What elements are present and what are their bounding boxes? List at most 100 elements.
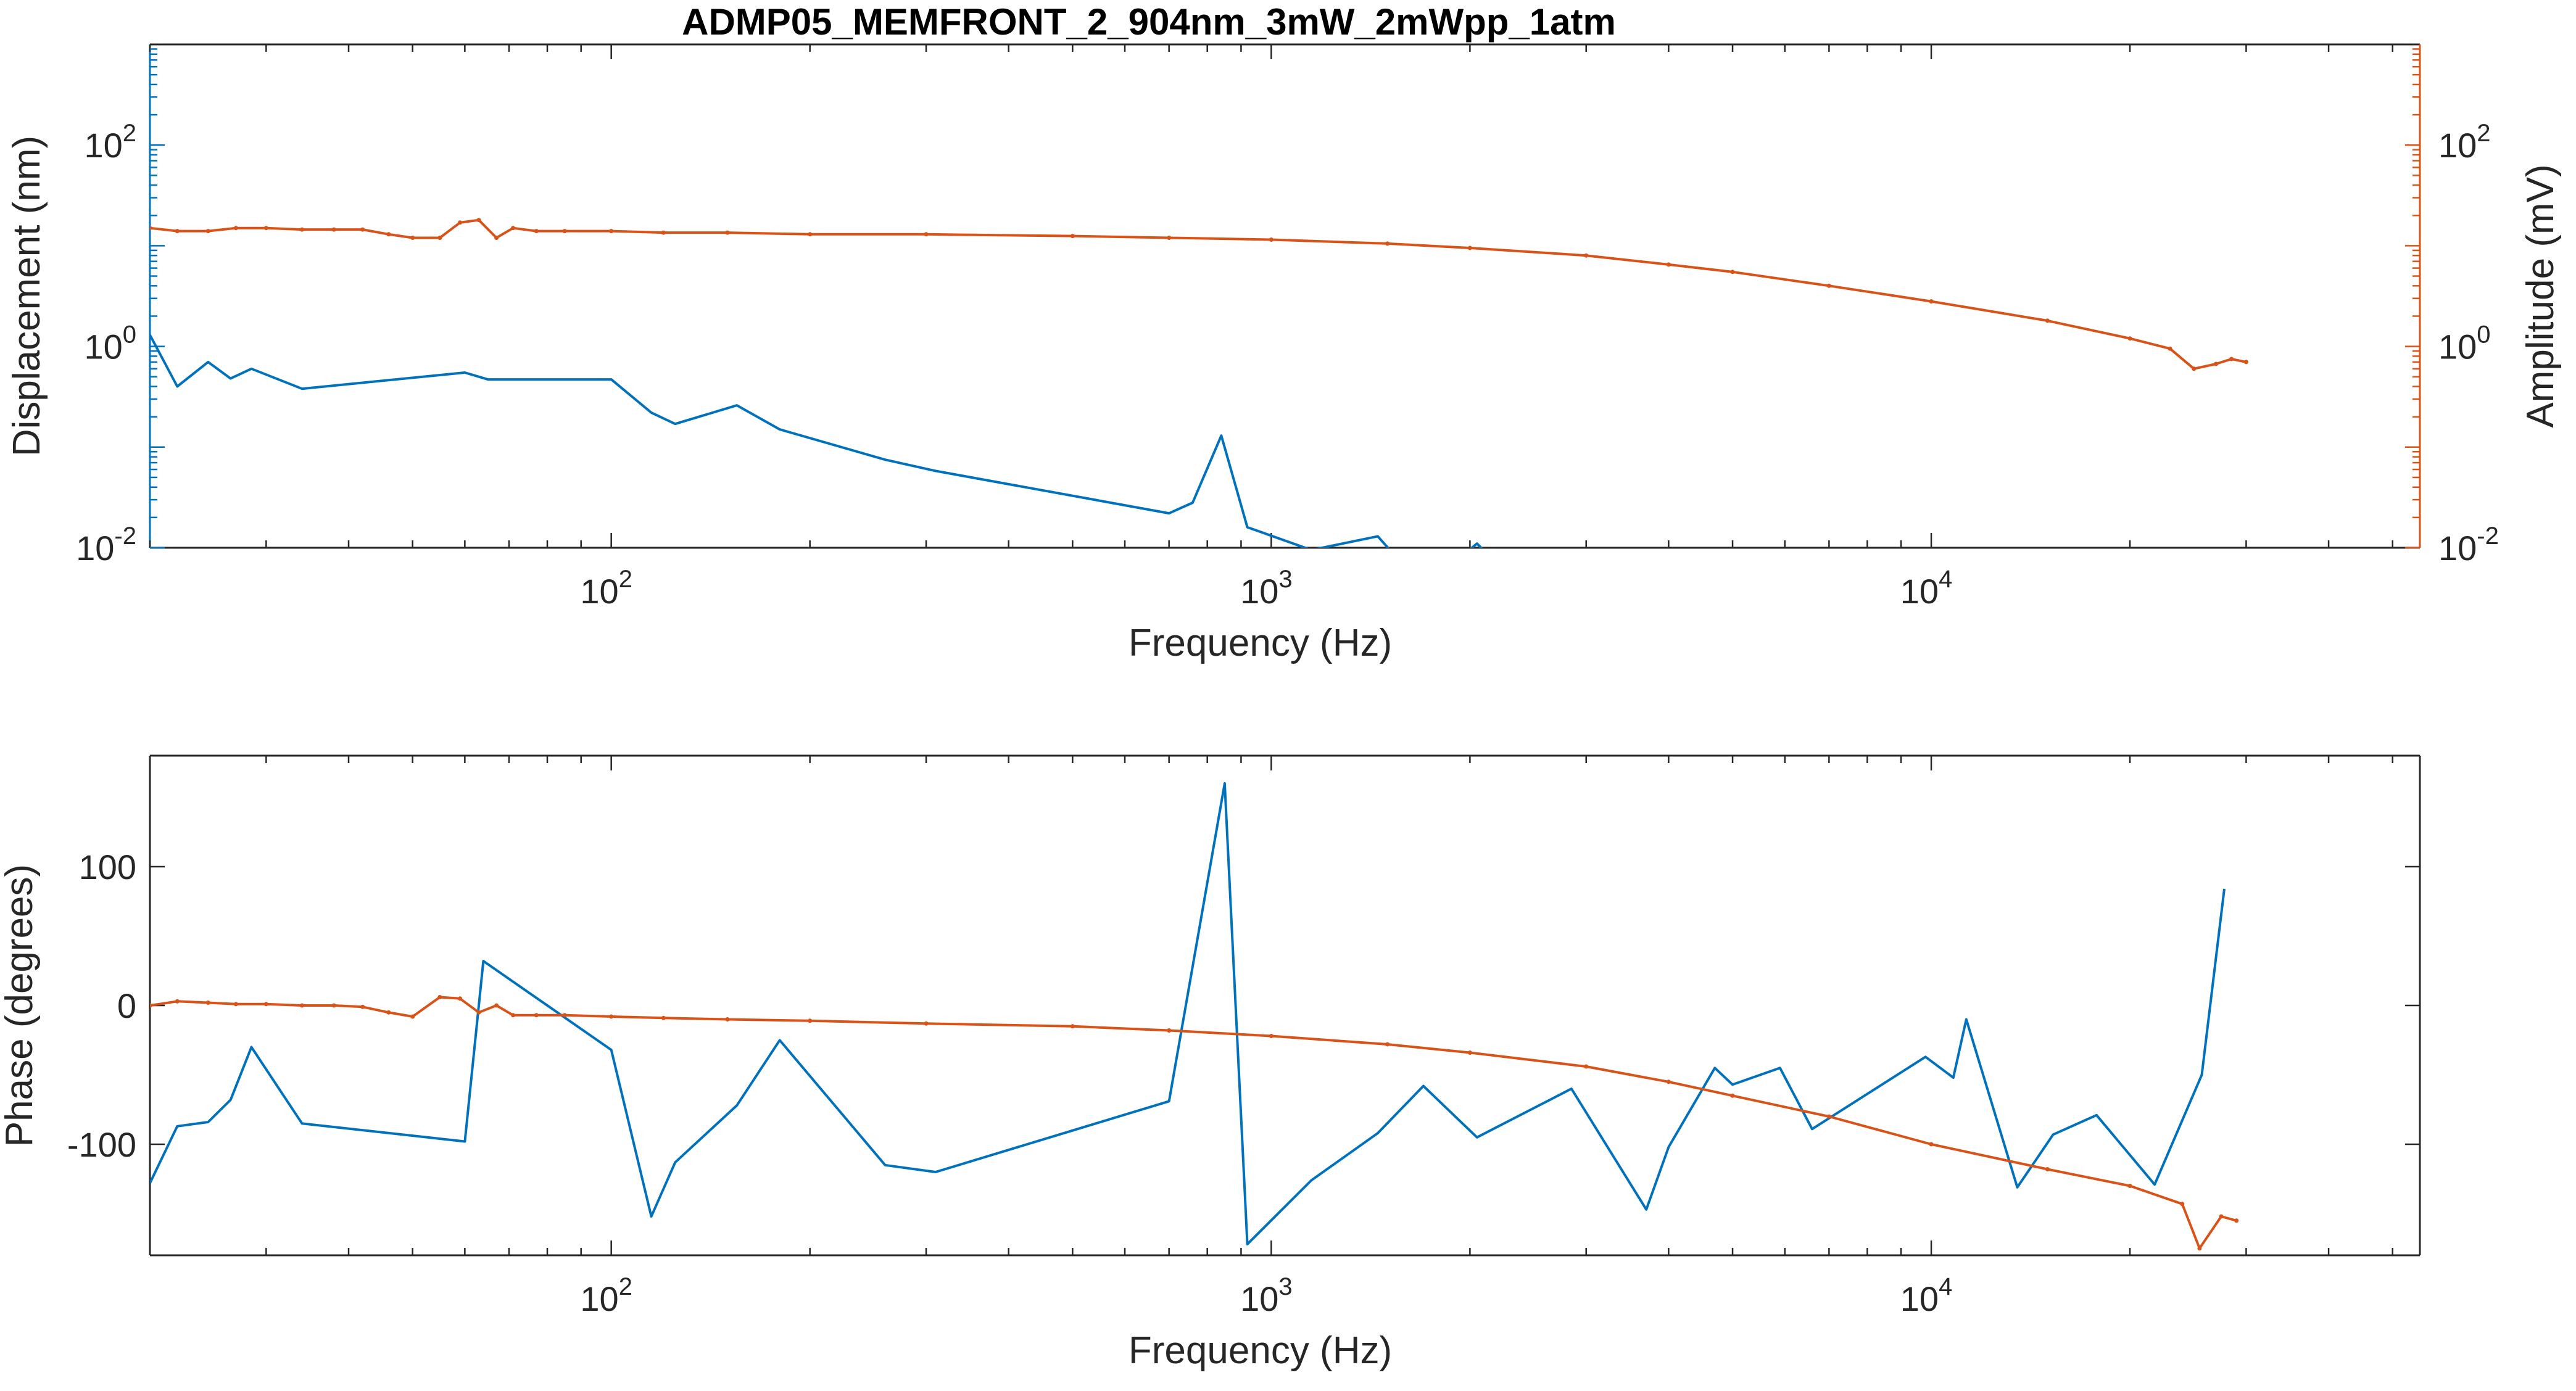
series-orange-point [150, 1003, 152, 1008]
series-orange-point [437, 995, 442, 999]
series-orange-point [205, 229, 210, 234]
y-tick-label-base: 10 [84, 126, 122, 165]
series-orange-point [263, 226, 268, 231]
series-orange-point [458, 220, 463, 225]
x-tick-label-exp: 3 [1278, 1273, 1292, 1300]
series-orange-point [2243, 360, 2248, 365]
series-orange-point [2214, 361, 2218, 366]
series-orange-point [1467, 246, 1472, 250]
series-orange-point [725, 1017, 730, 1022]
series-orange-line [150, 996, 2237, 1250]
y2-tick-label-exp: 0 [2477, 321, 2490, 349]
series-orange-point [1826, 1114, 1831, 1119]
series-orange-point [2168, 346, 2172, 351]
y-tick-label: 100 [84, 321, 136, 366]
y-axis-label: Phase (degrees) [0, 864, 41, 1147]
series-orange-point [1269, 1034, 1274, 1038]
series-orange-point [1167, 1028, 1172, 1033]
series-orange-point [511, 1013, 516, 1018]
series-orange-point [410, 1014, 415, 1019]
series-orange-point [1385, 241, 1390, 246]
series-orange-point [300, 1003, 304, 1008]
series-orange-point [458, 996, 463, 1001]
series-orange-point [476, 218, 481, 223]
x-tick-label-exp: 2 [619, 566, 632, 593]
series-orange-point [1167, 236, 1172, 240]
y-tick-label: 0 [117, 986, 136, 1025]
series-orange-point [233, 226, 238, 231]
series-orange-point [2127, 336, 2132, 341]
series-blue-line [150, 334, 1483, 548]
series-orange-point [661, 230, 666, 235]
series-orange-point [534, 1013, 539, 1018]
series-orange-point [360, 1004, 365, 1009]
x-tick-label-exp: 4 [1939, 1273, 1952, 1300]
series-orange-point [808, 1018, 813, 1023]
y-tick-label: -100 [67, 1125, 136, 1164]
series-orange-point [1584, 1064, 1589, 1069]
y-axis-label: Displacement (nm) [6, 136, 48, 456]
x-tick-label: 103 [1240, 566, 1293, 611]
y2-tick-label-base: 10 [2438, 529, 2477, 568]
series-orange-point [562, 1013, 567, 1018]
series-orange-point [300, 227, 304, 232]
series-orange-point [562, 229, 567, 234]
series-orange-point [205, 1001, 210, 1005]
y-tick-label-exp: -2 [114, 522, 136, 550]
y-tick-label: 102 [84, 120, 136, 165]
x-tick-label-exp: 2 [619, 1273, 632, 1300]
series-orange-point [1666, 1079, 1671, 1084]
series-orange-point [494, 1003, 499, 1008]
series-orange-point [1467, 1050, 1472, 1055]
series-orange-point [1826, 283, 1831, 288]
series-orange-point [2197, 1246, 2202, 1251]
series-orange-point [360, 227, 365, 232]
y2-axis-label: Amplitude (mV) [2519, 164, 2562, 427]
x-tick-label: 102 [580, 566, 632, 611]
series-orange-point [924, 1021, 929, 1026]
x-tick-label-base: 10 [580, 572, 618, 611]
series-orange-point [2045, 318, 2050, 323]
series-orange-point [1070, 1024, 1075, 1029]
series-orange-point [2192, 366, 2197, 371]
y-tick-label: 10-2 [76, 522, 136, 568]
series-orange-point [534, 229, 539, 234]
y2-tick-label-exp: 2 [2477, 120, 2490, 147]
y2-tick-label-base: 10 [2438, 328, 2477, 366]
y-tick-label-base: 10 [76, 529, 114, 568]
x-tick-label: 103 [1240, 1273, 1293, 1318]
x-tick-label-base: 10 [1900, 572, 1939, 611]
x-tick-label: 104 [1900, 1273, 1953, 1318]
series-orange-point [386, 232, 391, 237]
series-orange-point [494, 236, 499, 240]
series-orange-point [476, 1010, 481, 1015]
series-orange-point [175, 999, 180, 1004]
series-orange-point [1666, 262, 1671, 267]
chart-title: ADMP05_MEMFRONT_2_904nm_3mW_2mWpp_1atm [682, 1, 1616, 43]
series-orange-point [924, 232, 929, 237]
y2-tick-label: 102 [2438, 120, 2491, 165]
series-group [150, 218, 2248, 548]
series-orange-point [175, 229, 180, 234]
series-orange-point [1730, 1093, 1735, 1098]
y2-tick-label-base: 10 [2438, 126, 2477, 165]
x-axis-label: Frequency (Hz) [1129, 622, 1392, 664]
series-blue-line [150, 782, 2226, 1245]
series-orange-point [1584, 253, 1589, 258]
series-orange-point [1269, 237, 1274, 242]
series-orange-point [609, 229, 614, 234]
y2-tick-label: 100 [2438, 321, 2491, 366]
series-orange-point [437, 236, 442, 240]
series-orange-point [2234, 1218, 2239, 1223]
series-orange-point [2180, 1202, 2185, 1207]
x-axis-label: Frequency (Hz) [1129, 1329, 1392, 1372]
series-orange-point [1070, 234, 1075, 239]
series-orange-point [331, 1003, 336, 1008]
series-orange-point [150, 226, 152, 231]
series-orange-point [2127, 1184, 2132, 1188]
y-tick-label-exp: 0 [123, 321, 136, 349]
x-tick-label-base: 10 [1240, 1279, 1278, 1318]
